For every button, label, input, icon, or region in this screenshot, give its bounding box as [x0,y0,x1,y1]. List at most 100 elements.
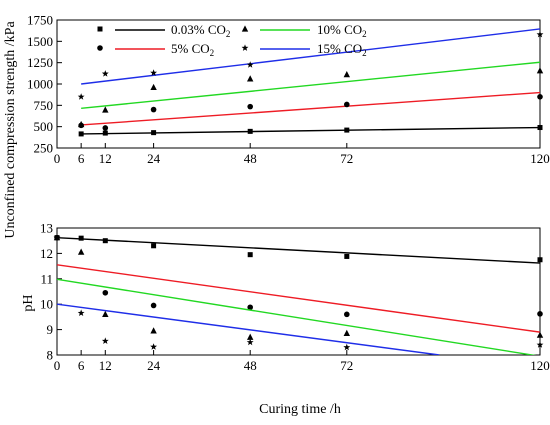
data-point-15-co2 [536,30,544,38]
y-tick-label: 250 [34,141,54,156]
plot-border [56,227,541,356]
data-point-5-co2 [102,289,109,296]
data-point-0-03-co2 [151,243,157,249]
y-tick-label: 1500 [27,34,53,49]
data-point-15-co2 [536,341,544,348]
x-tick-label: 72 [340,358,353,373]
y-tick-label: 10 [40,297,53,312]
y-tick-label: 1000 [27,77,53,92]
series-10-co2 [53,234,544,355]
fit-line-10-co2 [57,278,537,355]
data-point-0-03-co2 [537,125,543,131]
axes-frame: 0 6 12 24 48 72 120 8 9 10 11 12 13 [40,221,550,374]
data-point-5-co2 [344,311,350,318]
fit-line-15-co2 [81,28,540,85]
series-15-co2 [77,28,544,100]
data-point-10-co2 [343,71,350,78]
legend-item-0-03-co2: 0.03% CO2 [97,22,230,39]
ph-chart: 0 6 12 24 48 72 120 8 9 10 11 12 13 [40,221,550,374]
data-point-15-co2 [101,337,109,344]
data-point-0-03-co2 [78,131,84,137]
data-point-15-co2 [343,343,351,351]
legend-item-15-co2: 15% CO2 [241,41,367,58]
fit-line-0-03-co2 [81,126,540,135]
data-point-5-co2 [537,311,543,317]
x-tick-label: 0 [54,151,61,166]
data-point-10-co2 [77,248,85,255]
data-point-15-co2 [101,70,109,77]
legend-label-15-co2: 15% CO2 [317,41,367,58]
fit-line-5-co2 [81,91,540,126]
x-tick-label: 12 [99,358,112,373]
fit-line-10-co2 [81,61,540,110]
data-point-0-03-co2 [344,127,350,133]
series-5-co2 [54,234,543,333]
data-point-0-03-co2 [78,235,84,241]
x-tick-label: 12 [99,151,112,166]
data-point-0-03-co2 [247,252,253,258]
series-10-co2 [77,61,544,128]
legend-label-10-co2: 10% CO2 [317,22,367,39]
legend-marker-5-co2 [97,45,103,51]
series-5-co2 [78,91,543,131]
data-point-0-03-co2 [537,257,543,263]
fit-line-0-03-co2 [57,236,540,264]
legend-marker-0-03-co2 [97,26,103,32]
ucs-chart: 0 6 12 24 48 72 120 250 500 750 1000 1250 1500 1750 [27,13,550,167]
data-point-10-co2 [77,120,85,128]
legend-marker-15-co2 [241,44,249,51]
x-tick-label: 48 [244,151,257,166]
data-point-15-co2 [246,61,254,68]
fit-line-5-co2 [57,264,540,333]
y-tick-label: 1250 [27,55,53,70]
series-0-03-co2 [54,235,543,264]
data-point-15-co2 [246,338,254,346]
data-point-15-co2 [77,309,85,316]
y-tick-label: 8 [47,348,54,363]
data-point-0-03-co2 [247,128,253,134]
data-point-10-co2 [150,327,157,334]
y-tick-label: 13 [40,221,53,236]
y-tick-label: 11 [40,271,53,286]
x-tick-label: 48 [244,358,257,373]
data-point-10-co2 [536,331,544,338]
data-point-5-co2 [150,106,157,113]
y-tick-label: 9 [47,322,54,337]
data-point-10-co2 [536,67,544,74]
series-0-03-co2 [78,125,543,137]
legend-item-5-co2: 5% CO2 [97,41,214,58]
x-tick-label: 0 [54,358,61,373]
data-point-5-co2 [537,94,543,100]
ucs-y-axis-label: Unconfined compression strength /kPa [3,21,18,239]
data-point-0-03-co2 [102,238,108,244]
ph-y-axis-label: pH [21,294,36,311]
x-tick-label: 72 [340,151,353,166]
x-tick-label: 24 [147,358,161,373]
legend-item-10-co2: 10% CO2 [241,22,367,39]
data-point-5-co2 [247,304,253,311]
x-tick-label: 120 [530,151,550,166]
series-15-co2 [53,234,544,355]
legend-label-5-co2: 5% CO2 [171,41,214,58]
legend: 0.03% CO2 5% CO2 10% CO2 15% CO2 [97,22,367,58]
data-point-5-co2 [247,103,253,110]
x-axis-label: Curing time /h [259,402,341,417]
y-tick-label: 750 [34,98,54,113]
data-point-10-co2 [102,106,109,113]
axes-frame: 0 6 12 24 48 72 120 250 500 750 1000 1250 1500 1750 [27,13,550,167]
x-tick-label: 24 [147,151,161,166]
data-point-15-co2 [53,234,61,241]
fit-line-15-co2 [57,303,440,355]
y-tick-label: 12 [40,246,53,261]
data-point-10-co2 [247,333,254,340]
legend-marker-10-co2 [241,25,249,32]
data-point-15-co2 [77,93,85,100]
data-point-5-co2 [102,125,109,131]
data-point-15-co2 [150,343,158,350]
data-point-15-co2 [150,69,158,76]
data-point-10-co2 [102,310,109,317]
data-point-10-co2 [150,83,157,91]
data-point-0-03-co2 [151,130,157,136]
x-tick-label: 6 [78,151,85,166]
data-point-10-co2 [343,329,350,337]
